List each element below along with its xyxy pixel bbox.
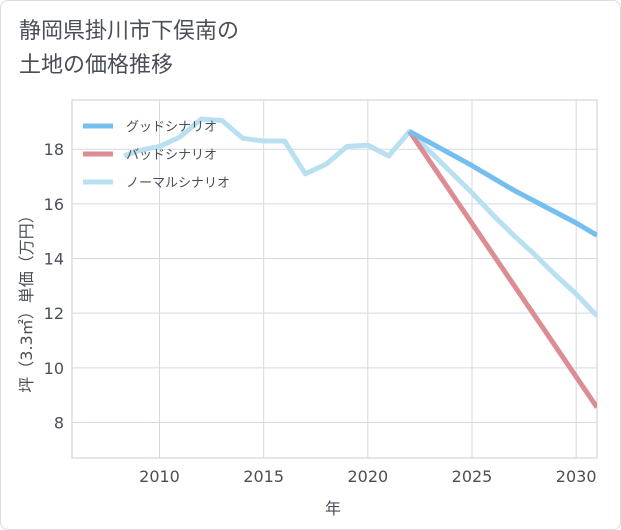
y-tick-label: 14 bbox=[44, 250, 64, 269]
plot-area bbox=[71, 99, 598, 459]
y-tick-label: 8 bbox=[54, 413, 64, 432]
legend-label-1: バッドシナリオ bbox=[126, 148, 217, 163]
grid bbox=[72, 100, 597, 458]
x-tick-label: 2015 bbox=[243, 467, 284, 486]
legend-label-2: ノーマルシナリオ bbox=[126, 176, 230, 191]
legend-label-0: グッドシナリオ bbox=[126, 120, 217, 135]
y-tick-label: 10 bbox=[44, 359, 64, 378]
y-tick-label: 16 bbox=[44, 195, 64, 214]
x-axis-label: 年 bbox=[325, 499, 341, 518]
series-group bbox=[123, 116, 597, 409]
chart-title-line2: 土地の価格推移 bbox=[19, 53, 174, 78]
ticks: 2010 2015 2020 2025 2030 8 10 12 14 16 18 bbox=[44, 140, 597, 486]
x-tick-label: 2030 bbox=[556, 467, 597, 486]
series-line-1 bbox=[407, 129, 597, 409]
y-tick-label: 18 bbox=[44, 140, 64, 159]
chart-title: 静岡県掛川市下俣南の 土地の価格推移 bbox=[19, 15, 459, 83]
series-line-0 bbox=[408, 129, 597, 238]
x-tick-label: 2020 bbox=[347, 467, 388, 486]
x-tick-label: 2025 bbox=[452, 467, 493, 486]
y-tick-label: 12 bbox=[44, 304, 64, 323]
series-line-2 bbox=[123, 116, 597, 318]
x-tick-label: 2010 bbox=[139, 467, 180, 486]
y-axis-label: 坪（3.3㎡）単価（万円） bbox=[17, 207, 36, 392]
chart-title-line1: 静岡県掛川市下俣南の bbox=[19, 19, 240, 44]
